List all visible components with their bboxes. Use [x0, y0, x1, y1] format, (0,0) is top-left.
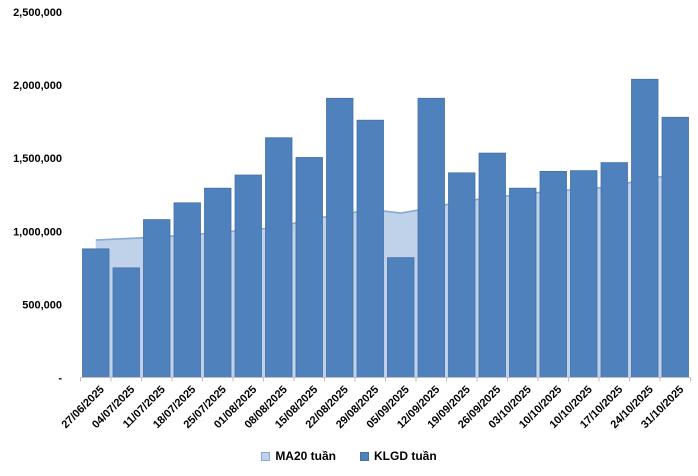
legend-item-klgd: KLGD tuần [360, 449, 437, 463]
volume-bar [417, 97, 445, 378]
volume-bar [265, 137, 293, 378]
volume-bar [539, 170, 567, 378]
volume-bar [478, 152, 506, 378]
klgd-swatch-icon [360, 451, 369, 461]
legend-klgd-label: KLGD tuần [374, 449, 437, 463]
volume-bar [204, 187, 232, 378]
volume-bar [295, 157, 323, 378]
y-axis-label: 1,000,000 [13, 226, 62, 238]
y-axis-label: 1,500,000 [13, 153, 62, 165]
volume-bar [387, 257, 415, 378]
volume-bar [326, 97, 354, 378]
volume-bar [82, 248, 110, 378]
y-axis-label: - [58, 373, 62, 385]
volume-bar [143, 219, 171, 378]
volume-bar [112, 267, 140, 378]
volume-bar [448, 172, 476, 378]
y-axis-label: 2,000,000 [13, 80, 62, 92]
y-axis-label: 500,000 [22, 299, 62, 311]
volume-bar [234, 174, 262, 378]
legend-item-ma20: MA20 tuần [261, 449, 336, 463]
chart-legend: MA20 tuần KLGD tuần [0, 449, 698, 463]
volume-bar [570, 170, 598, 378]
volume-bar [356, 119, 384, 378]
volume-bar [661, 116, 689, 378]
volume-bar [600, 162, 628, 378]
legend-ma20-label: MA20 tuần [275, 449, 336, 463]
volume-bar [173, 202, 201, 378]
volume-bar [509, 187, 537, 378]
ma20-swatch-icon [261, 451, 271, 461]
y-axis-label: 2,500,000 [13, 7, 62, 19]
volume-bar [631, 78, 659, 378]
